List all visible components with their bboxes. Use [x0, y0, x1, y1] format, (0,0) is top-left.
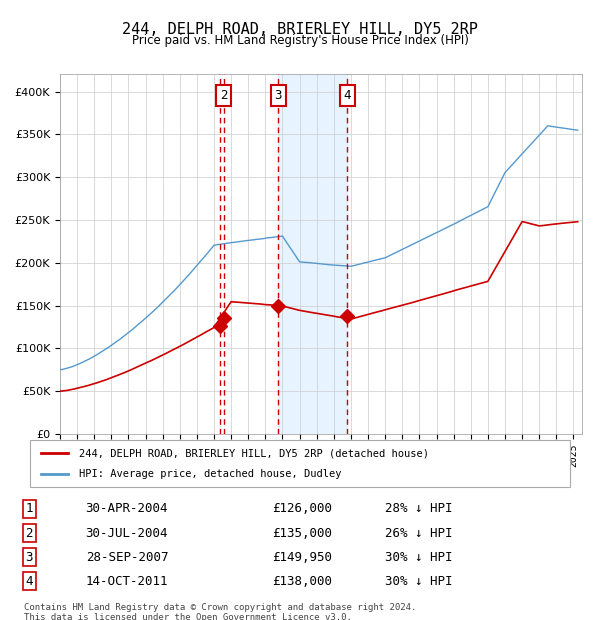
Text: HPI: Average price, detached house, Dudley: HPI: Average price, detached house, Dudl…	[79, 469, 341, 479]
Text: Price paid vs. HM Land Registry's House Price Index (HPI): Price paid vs. HM Land Registry's House …	[131, 34, 469, 47]
Text: 244, DELPH ROAD, BRIERLEY HILL, DY5 2RP (detached house): 244, DELPH ROAD, BRIERLEY HILL, DY5 2RP …	[79, 448, 428, 458]
Text: 30-APR-2004: 30-APR-2004	[86, 502, 168, 515]
FancyBboxPatch shape	[30, 440, 570, 487]
Text: £138,000: £138,000	[272, 575, 332, 588]
Text: 30-JUL-2004: 30-JUL-2004	[86, 526, 168, 539]
Text: 2: 2	[220, 89, 228, 102]
Text: 30% ↓ HPI: 30% ↓ HPI	[385, 575, 452, 588]
Text: Contains HM Land Registry data © Crown copyright and database right 2024.
This d: Contains HM Land Registry data © Crown c…	[24, 603, 416, 620]
Text: 4: 4	[26, 575, 33, 588]
Text: 3: 3	[274, 89, 282, 102]
Text: 244, DELPH ROAD, BRIERLEY HILL, DY5 2RP: 244, DELPH ROAD, BRIERLEY HILL, DY5 2RP	[122, 22, 478, 37]
Text: 2: 2	[26, 526, 33, 539]
Text: £126,000: £126,000	[272, 502, 332, 515]
Text: £149,950: £149,950	[272, 551, 332, 564]
Text: 30% ↓ HPI: 30% ↓ HPI	[385, 551, 452, 564]
Text: 28% ↓ HPI: 28% ↓ HPI	[385, 502, 452, 515]
Bar	[278, 74, 347, 434]
Text: 4: 4	[344, 89, 351, 102]
Text: £135,000: £135,000	[272, 526, 332, 539]
Text: 1: 1	[26, 502, 33, 515]
Text: 14-OCT-2011: 14-OCT-2011	[86, 575, 168, 588]
Text: 28-SEP-2007: 28-SEP-2007	[86, 551, 168, 564]
Text: 3: 3	[26, 551, 33, 564]
Text: 26% ↓ HPI: 26% ↓ HPI	[385, 526, 452, 539]
